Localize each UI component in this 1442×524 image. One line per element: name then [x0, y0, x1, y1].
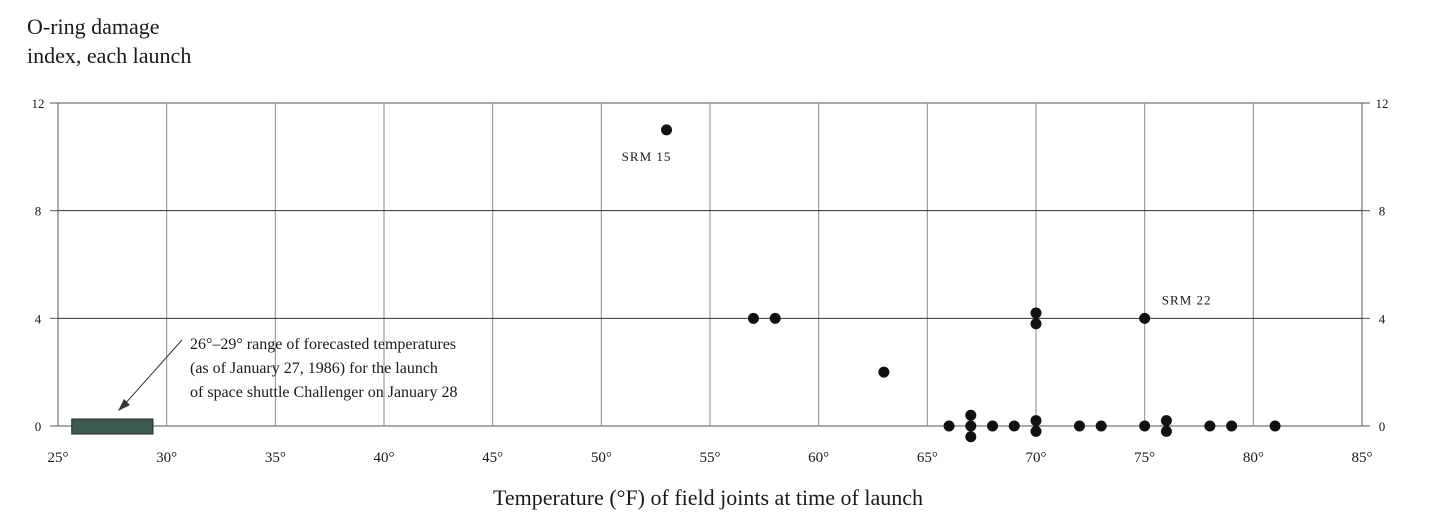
- data-point: [965, 431, 977, 443]
- x-tick-label: 30°: [156, 450, 177, 466]
- x-tick-label: 65°: [917, 450, 938, 466]
- point-label: SRM 22: [1162, 292, 1212, 307]
- data-point: [1030, 307, 1042, 319]
- y-tick-label-left: 0: [35, 419, 42, 434]
- forecast-range-layer: [71, 418, 154, 435]
- x-tick-label: 85°: [1352, 450, 1373, 466]
- data-point: [1269, 420, 1281, 432]
- data-point: [1073, 420, 1085, 432]
- x-tick-label: 55°: [700, 450, 721, 466]
- data-point: [1030, 318, 1042, 330]
- data-point: [965, 420, 977, 432]
- data-point: [769, 312, 781, 324]
- data-point: [943, 420, 955, 432]
- data-point: [965, 409, 977, 421]
- annotation-line: of space shuttle Challenger on January 2…: [190, 384, 457, 401]
- data-point: [987, 420, 999, 432]
- x-tick-label: 25°: [48, 450, 69, 466]
- data-point: [1139, 420, 1151, 432]
- y-tick-label-left: 12: [32, 96, 45, 111]
- x-tick-label: 50°: [591, 450, 612, 466]
- data-point: [1160, 425, 1172, 437]
- y-tick-label-right: 12: [1376, 96, 1389, 111]
- y-tick-label-right: 8: [1379, 204, 1386, 219]
- x-axis-label: Temperature (°F) of field joints at time…: [493, 485, 923, 510]
- y-tick-label-left: 8: [35, 204, 42, 219]
- data-point: [1095, 420, 1107, 432]
- y-tick-label-right: 0: [1379, 419, 1386, 434]
- x-tick-label: 60°: [808, 450, 829, 466]
- y-tick-label-right: 4: [1379, 311, 1386, 326]
- tick-labels: 25° 30° 35° 40° 45° 50° 55° 60° 65° 70° 75° 80° 85° 0…: [32, 96, 1389, 466]
- annotation-line: (as of January 27, 1986) for the launch: [190, 360, 438, 377]
- data-point: [878, 366, 890, 378]
- chart-title-line-2: index, each launch: [27, 43, 191, 68]
- data-point: [1139, 312, 1151, 324]
- forecast-range-bar: [71, 418, 154, 435]
- data-points: SRM 15 SRM 22: [622, 124, 1281, 443]
- annotation-layer: 26°–29° range of forecasted temperatures…: [118, 336, 457, 411]
- annotation-arrow-line: [123, 339, 183, 406]
- data-point: [1226, 420, 1238, 432]
- annotation-line: 26°–29° range of forecasted temperatures: [190, 336, 456, 353]
- x-tick-label: 40°: [374, 450, 395, 466]
- data-point: [1030, 425, 1042, 437]
- grid: [50, 102, 1370, 427]
- data-point: [661, 124, 673, 136]
- data-point: [1030, 415, 1042, 427]
- x-tick-label: 75°: [1134, 450, 1155, 466]
- point-label: SRM 15: [622, 149, 672, 164]
- data-point: [747, 312, 759, 324]
- x-tick-label: 80°: [1243, 450, 1264, 466]
- data-point: [1160, 415, 1172, 427]
- data-point: [1204, 420, 1216, 432]
- chart-title-line-1: O-ring damage: [27, 14, 160, 39]
- x-tick-label: 45°: [482, 450, 503, 466]
- x-tick-label: 70°: [1026, 450, 1047, 466]
- data-point: [1008, 420, 1020, 432]
- y-tick-label-left: 4: [35, 311, 42, 326]
- x-tick-label: 35°: [265, 450, 286, 466]
- annotation-arrow-head: [118, 399, 130, 411]
